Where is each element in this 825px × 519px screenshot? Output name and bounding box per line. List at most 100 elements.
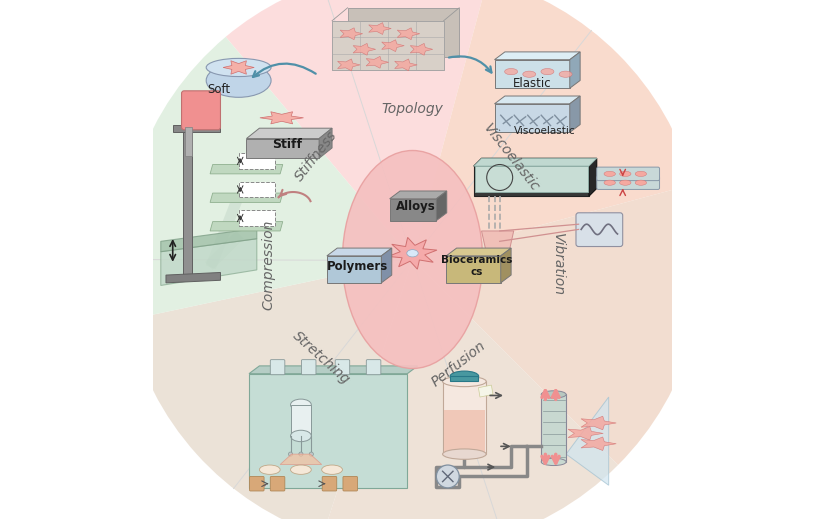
Wedge shape bbox=[226, 0, 488, 260]
Polygon shape bbox=[172, 125, 220, 132]
Wedge shape bbox=[128, 260, 412, 519]
Ellipse shape bbox=[322, 465, 342, 474]
Ellipse shape bbox=[407, 250, 418, 257]
Polygon shape bbox=[570, 52, 580, 88]
Polygon shape bbox=[369, 23, 391, 34]
Polygon shape bbox=[494, 96, 580, 104]
Ellipse shape bbox=[290, 465, 311, 474]
Polygon shape bbox=[382, 40, 404, 51]
Polygon shape bbox=[394, 59, 417, 71]
Polygon shape bbox=[442, 381, 486, 454]
Ellipse shape bbox=[620, 180, 631, 185]
Ellipse shape bbox=[259, 465, 281, 474]
FancyBboxPatch shape bbox=[576, 213, 623, 247]
Ellipse shape bbox=[290, 399, 311, 411]
Polygon shape bbox=[446, 248, 512, 256]
Circle shape bbox=[436, 465, 460, 488]
Polygon shape bbox=[581, 437, 616, 450]
Ellipse shape bbox=[289, 452, 293, 456]
Text: Viscoelastic: Viscoelastic bbox=[514, 126, 576, 136]
FancyBboxPatch shape bbox=[596, 167, 659, 181]
Polygon shape bbox=[319, 128, 332, 158]
Polygon shape bbox=[444, 410, 485, 453]
Polygon shape bbox=[501, 248, 512, 283]
Wedge shape bbox=[412, 184, 703, 465]
Ellipse shape bbox=[342, 151, 483, 368]
Polygon shape bbox=[487, 254, 508, 267]
Polygon shape bbox=[238, 210, 275, 226]
Text: Compression: Compression bbox=[262, 220, 276, 310]
Text: Vibration: Vibration bbox=[551, 233, 565, 296]
Polygon shape bbox=[260, 112, 304, 124]
Polygon shape bbox=[389, 199, 436, 221]
Polygon shape bbox=[280, 454, 322, 465]
Polygon shape bbox=[494, 60, 570, 88]
Polygon shape bbox=[589, 158, 596, 196]
FancyBboxPatch shape bbox=[182, 91, 220, 130]
Polygon shape bbox=[397, 28, 420, 39]
Polygon shape bbox=[494, 52, 580, 60]
Polygon shape bbox=[223, 61, 254, 74]
Polygon shape bbox=[210, 222, 283, 231]
Ellipse shape bbox=[620, 171, 631, 176]
Polygon shape bbox=[183, 130, 192, 278]
Wedge shape bbox=[323, 260, 618, 519]
Polygon shape bbox=[238, 153, 275, 169]
Ellipse shape bbox=[541, 391, 566, 398]
Polygon shape bbox=[161, 228, 257, 252]
Ellipse shape bbox=[309, 452, 314, 456]
Polygon shape bbox=[353, 44, 375, 55]
Text: Viscoelastic: Viscoelastic bbox=[480, 122, 542, 195]
FancyBboxPatch shape bbox=[366, 360, 381, 375]
FancyBboxPatch shape bbox=[323, 476, 337, 491]
Polygon shape bbox=[347, 8, 460, 57]
Polygon shape bbox=[581, 416, 616, 430]
Polygon shape bbox=[247, 128, 332, 139]
Polygon shape bbox=[541, 394, 566, 462]
Polygon shape bbox=[381, 248, 392, 283]
Polygon shape bbox=[210, 165, 283, 174]
Ellipse shape bbox=[442, 449, 486, 459]
Polygon shape bbox=[332, 21, 444, 70]
Polygon shape bbox=[249, 366, 417, 374]
Ellipse shape bbox=[635, 180, 647, 185]
Ellipse shape bbox=[559, 71, 572, 77]
Polygon shape bbox=[210, 193, 283, 202]
Ellipse shape bbox=[604, 171, 615, 176]
Polygon shape bbox=[249, 374, 408, 488]
Text: Stiff: Stiff bbox=[271, 138, 302, 151]
FancyBboxPatch shape bbox=[249, 476, 264, 491]
FancyBboxPatch shape bbox=[301, 360, 316, 375]
Ellipse shape bbox=[635, 171, 647, 176]
Polygon shape bbox=[161, 239, 257, 285]
Polygon shape bbox=[568, 427, 603, 440]
Polygon shape bbox=[475, 166, 588, 192]
Text: Topology: Topology bbox=[381, 102, 444, 116]
Text: Elastic: Elastic bbox=[512, 76, 551, 90]
FancyBboxPatch shape bbox=[335, 360, 350, 375]
Polygon shape bbox=[166, 272, 220, 283]
FancyBboxPatch shape bbox=[271, 476, 285, 491]
Ellipse shape bbox=[206, 63, 271, 98]
Polygon shape bbox=[388, 237, 437, 269]
Polygon shape bbox=[436, 191, 447, 221]
Ellipse shape bbox=[604, 180, 615, 185]
Polygon shape bbox=[478, 385, 493, 397]
Ellipse shape bbox=[290, 430, 311, 442]
Polygon shape bbox=[494, 104, 570, 132]
Polygon shape bbox=[366, 57, 389, 68]
Wedge shape bbox=[412, 0, 693, 260]
Ellipse shape bbox=[541, 69, 554, 75]
Polygon shape bbox=[410, 44, 433, 55]
Polygon shape bbox=[446, 256, 501, 283]
Text: Stiffness: Stiffness bbox=[293, 128, 341, 184]
Ellipse shape bbox=[206, 59, 271, 77]
FancyBboxPatch shape bbox=[596, 176, 659, 189]
Ellipse shape bbox=[299, 452, 303, 456]
Polygon shape bbox=[337, 59, 360, 71]
Polygon shape bbox=[450, 376, 478, 381]
Polygon shape bbox=[185, 127, 192, 156]
Polygon shape bbox=[566, 397, 609, 485]
Polygon shape bbox=[340, 28, 363, 39]
Text: Stretching: Stretching bbox=[290, 329, 353, 387]
